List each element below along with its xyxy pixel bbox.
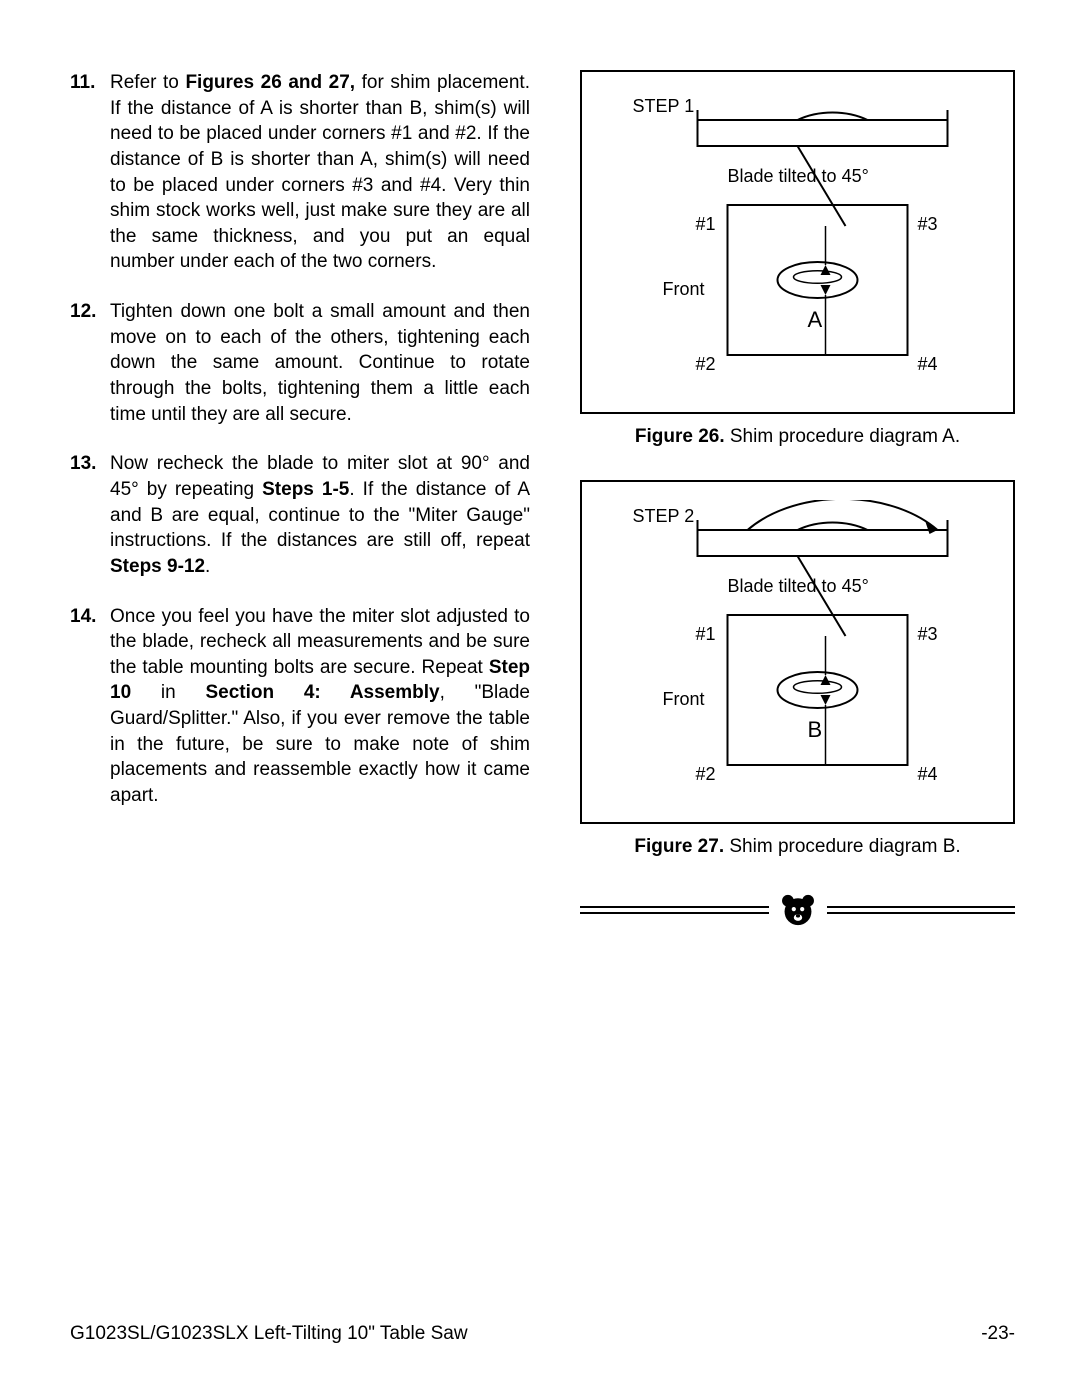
- figure-27-box: STEP 2 Blade tilted to 45° #1 #3 #2 #4 Front B: [580, 480, 1015, 824]
- svg-text:B: B: [808, 717, 823, 742]
- figure-26-caption: Figure 26. Shim procedure diagram A.: [580, 424, 1015, 450]
- instruction-item: 11.Refer to Figures 26 and 27, for shim …: [70, 70, 530, 275]
- divider-line-left: [580, 906, 769, 914]
- svg-text:Blade tilted to 45°: Blade tilted to 45°: [728, 576, 869, 596]
- bold-text: Steps 1-5: [262, 479, 349, 500]
- main-content: 11.Refer to Figures 26 and 27, for shim …: [70, 70, 1015, 931]
- figure-26-caption-bold: Figure 26.: [635, 426, 725, 447]
- instructions-column: 11.Refer to Figures 26 and 27, for shim …: [70, 70, 530, 931]
- instruction-body: Refer to Figures 26 and 27, for shim pla…: [110, 70, 530, 275]
- instruction-list: 11.Refer to Figures 26 and 27, for shim …: [70, 70, 530, 809]
- instruction-body: Now recheck the blade to miter slot at 9…: [110, 451, 530, 579]
- instruction-number: 12.: [70, 299, 110, 427]
- svg-text:#4: #4: [918, 354, 938, 374]
- figures-column: STEP 1Blade tilted to 45°#1#3#2#4FrontA …: [580, 70, 1015, 931]
- svg-text:#3: #3: [918, 624, 938, 644]
- divider-line-right: [827, 906, 1016, 914]
- text: Once you feel you have the miter slot ad…: [110, 606, 530, 678]
- footer-left: G1023SL/G1023SLX Left-Tilting 10" Table …: [70, 1321, 468, 1347]
- section-divider: [580, 889, 1015, 931]
- bold-text: Section 4: Assembly: [205, 682, 439, 703]
- svg-text:Blade tilted to 45°: Blade tilted to 45°: [728, 166, 869, 186]
- figure-26-box: STEP 1 Blade tilted to 45° #1 #3 #2 #4 Front A: [580, 70, 1015, 414]
- bold-text: Steps 9-12: [110, 556, 205, 577]
- instruction-item: 12.Tighten down one bolt a small amount …: [70, 299, 530, 427]
- svg-text:Front: Front: [663, 279, 705, 299]
- instruction-number: 13.: [70, 451, 110, 579]
- instruction-body: Tighten down one bolt a small amount and…: [110, 299, 530, 427]
- svg-text:#4: #4: [918, 764, 938, 784]
- svg-text:STEP 1: STEP 1: [633, 96, 695, 116]
- text: .: [205, 556, 210, 577]
- figure-27-caption: Figure 27. Shim procedure diagram B.: [580, 834, 1015, 860]
- footer-right: -23-: [981, 1321, 1015, 1347]
- svg-text:STEP 2: STEP 2: [633, 506, 695, 526]
- figure-26-diagram: STEP 1 Blade tilted to 45° #1 #3 #2 #4 Front A: [604, 90, 991, 390]
- bear-icon: [777, 889, 819, 931]
- svg-text:#2: #2: [696, 764, 716, 784]
- svg-text:#3: #3: [918, 214, 938, 234]
- svg-text:A: A: [808, 307, 823, 332]
- figure-26-caption-text: Shim procedure diagram A.: [725, 426, 961, 447]
- instruction-item: 13.Now recheck the blade to miter slot a…: [70, 451, 530, 579]
- instruction-item: 14.Once you feel you have the miter slot…: [70, 604, 530, 809]
- page-footer: G1023SL/G1023SLX Left-Tilting 10" Table …: [70, 1321, 1015, 1347]
- instruction-body: Once you feel you have the miter slot ad…: [110, 604, 530, 809]
- text: for shim placement. If the distance of A…: [110, 72, 530, 272]
- bold-text: Figures 26 and 27,: [185, 72, 355, 93]
- figure-27-caption-bold: Figure 27.: [634, 836, 724, 857]
- svg-text:#1: #1: [696, 624, 716, 644]
- figure-27-caption-text: Shim procedure diagram B.: [724, 836, 961, 857]
- text: in: [131, 682, 205, 703]
- svg-text:#1: #1: [696, 214, 716, 234]
- figure-27-diagram: STEP 2 Blade tilted to 45° #1 #3 #2 #4 Front B: [604, 500, 991, 800]
- text: Tighten down one bolt a small amount and…: [110, 301, 530, 425]
- svg-text:Front: Front: [663, 689, 705, 709]
- svg-text:#2: #2: [696, 354, 716, 374]
- instruction-number: 14.: [70, 604, 110, 809]
- text: Refer to: [110, 72, 185, 93]
- instruction-number: 11.: [70, 70, 110, 275]
